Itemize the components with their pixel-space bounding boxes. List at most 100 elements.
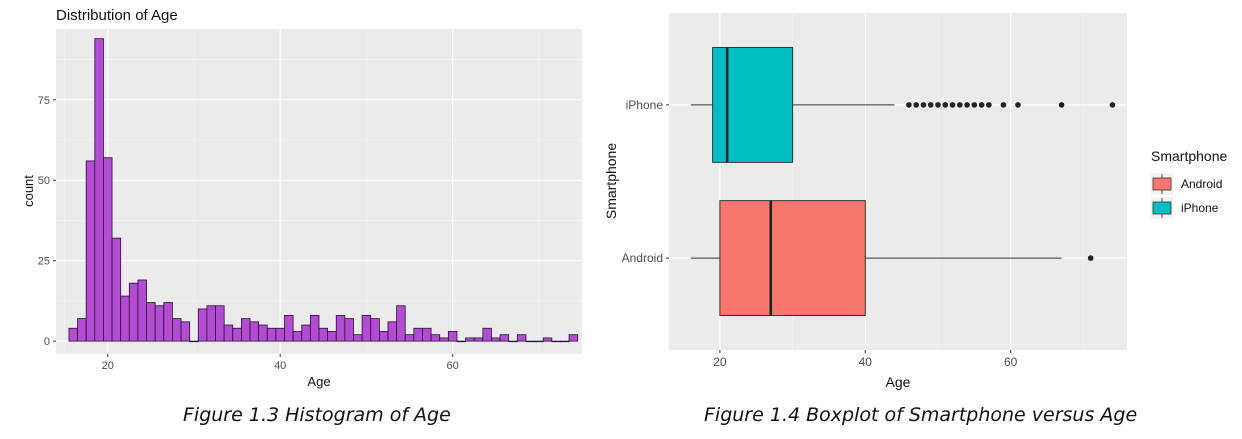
outlier-point [942, 102, 949, 108]
histogram-y-axis: 0 25 50 75 [38, 95, 56, 348]
outlier-point [978, 102, 985, 108]
histogram-bar [447, 331, 458, 342]
histogram-bar [327, 331, 337, 342]
histogram-bar [111, 237, 122, 342]
histogram-x-axis: 20 40 60 [102, 354, 459, 372]
histogram-bar [491, 337, 501, 342]
histogram-bar [344, 318, 354, 342]
x-tick-label: 20 [713, 355, 727, 369]
histogram-bar [258, 324, 268, 342]
histogram-bar [499, 334, 510, 342]
histogram-bar [568, 334, 579, 342]
x-tick-label: 60 [447, 360, 459, 372]
histogram-bar [465, 337, 475, 342]
histogram-bar [525, 340, 535, 343]
boxplot-x-label: Age [886, 374, 911, 390]
box-android [719, 200, 866, 317]
histogram-bar [180, 321, 191, 342]
outlier-point [956, 102, 963, 108]
histogram-bar [197, 308, 208, 342]
outlier-point [1087, 255, 1094, 261]
histogram-bar [387, 321, 398, 342]
histogram-bar [103, 157, 113, 342]
figure-caption-histogram: Figure 1.3 Histogram of Age [183, 404, 451, 426]
histogram-y-label: count [21, 175, 36, 207]
histogram-bar [542, 337, 553, 342]
histogram-bar [508, 340, 518, 343]
outlier-point [1000, 102, 1007, 108]
outlier-point [986, 102, 992, 108]
histogram-bar [284, 314, 294, 342]
outlier-point [906, 102, 912, 108]
histogram-bar [361, 314, 372, 342]
histogram-chart: Distribution of Age 0 25 50 75 20 40 60 Age c… [21, 7, 582, 389]
histogram-bar [120, 295, 130, 342]
histogram-bar [223, 324, 234, 342]
histogram-bar [206, 305, 216, 342]
histogram-bar [77, 318, 87, 342]
legend-label: Android [1181, 177, 1222, 191]
histogram-bar [318, 327, 329, 342]
histogram-bar [335, 314, 346, 342]
x-tick-label: 40 [274, 360, 286, 372]
histogram-bar [551, 340, 561, 343]
histogram-bar [146, 302, 156, 342]
histogram-bar [266, 327, 277, 342]
outlier-point [1109, 102, 1116, 108]
boxplot-x-axis: 20 40 60 [713, 350, 1018, 369]
histogram-bar [482, 327, 492, 342]
boxplot-y-label: Smartphone [603, 143, 619, 219]
outlier-point [913, 102, 919, 108]
y-tick-label: 50 [38, 175, 50, 187]
histogram-bars [68, 38, 579, 343]
histogram-bar [456, 340, 466, 343]
histogram-bar [413, 327, 423, 342]
outlier-point [927, 102, 934, 108]
x-tick-label: 40 [859, 355, 873, 369]
histogram-bar [189, 340, 199, 343]
histogram-bar [249, 321, 260, 342]
histogram-x-label: Age [307, 374, 330, 389]
histogram-bar [172, 318, 182, 342]
outlier-point [920, 102, 927, 108]
legend-label: iPhone [1181, 201, 1219, 215]
legend-title: Smartphone [1151, 148, 1227, 164]
y-tick-label: 25 [38, 256, 50, 268]
histogram-bar [137, 279, 147, 342]
y-tick-label: Android [622, 251, 663, 265]
histogram-bar [215, 305, 225, 342]
outlier-point [1015, 102, 1021, 108]
histogram-bar [473, 337, 484, 342]
boxplot-legend: Smartphone Android iPhone [1151, 148, 1227, 219]
outlier-point [964, 102, 970, 108]
x-tick-label: 60 [1004, 355, 1018, 369]
y-tick-label: iPhone [626, 98, 664, 112]
histogram-bar [94, 38, 104, 342]
histogram-bar [309, 314, 320, 342]
histogram-bar [404, 334, 415, 342]
x-tick-label: 20 [102, 360, 114, 372]
histogram-bar [353, 334, 363, 342]
histogram-bar [430, 334, 441, 342]
histogram-bar [378, 331, 389, 342]
outlier-point [949, 102, 956, 108]
outlier-point [971, 102, 978, 108]
histogram-bar [560, 340, 570, 343]
histogram-bar [422, 327, 432, 342]
boxplot-y-axis: Android iPhone [622, 98, 669, 265]
y-tick-label: 75 [38, 95, 50, 107]
boxplot-chart: Android iPhone 20 40 60 Age Smartphone Smar… [603, 13, 1227, 390]
histogram-bar [534, 340, 544, 343]
histogram-bar [232, 327, 242, 342]
histogram-bar [439, 337, 449, 342]
outlier-point [1058, 102, 1065, 108]
histogram-bar [85, 160, 96, 342]
y-tick-label: 0 [44, 336, 50, 348]
outlier-point [935, 102, 941, 108]
histogram-bar [163, 302, 173, 342]
legend-key-iphone [1152, 201, 1172, 215]
box-iphone [712, 46, 794, 163]
histogram-bar [240, 318, 251, 342]
histogram-bar [516, 334, 527, 342]
histogram-bar [128, 282, 139, 342]
